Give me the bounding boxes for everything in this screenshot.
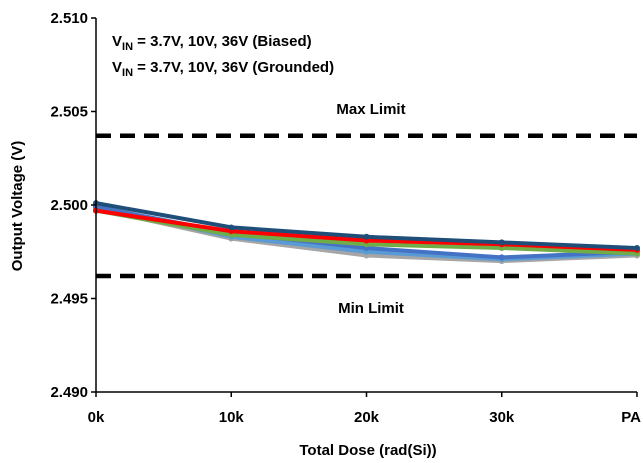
x-tick-label: 10k	[219, 409, 245, 426]
min-limit-label: Min Limit	[338, 300, 404, 317]
x-tick-label: 0k	[88, 409, 105, 426]
y-tick-label: 2.490	[50, 384, 88, 401]
y-tick-label: 2.500	[50, 197, 88, 214]
data-point	[634, 245, 640, 252]
y-tick-label: 2.505	[50, 104, 88, 121]
x-axis-title: Total Dose (rad(Si))	[299, 442, 436, 459]
axes: 2.490 2.495 2.500 2.505 2.510 0k 10k 20k 30k PA	[50, 10, 641, 426]
x-tick-label: 20k	[354, 409, 380, 426]
limit-lines	[96, 133, 637, 279]
y-axis-title: Output Voltage (V)	[9, 141, 26, 272]
data-point	[228, 224, 235, 231]
data-point	[363, 233, 370, 240]
x-tick-label: 30k	[489, 409, 515, 426]
x-tick-label: PA	[621, 409, 641, 426]
data-point	[498, 254, 505, 261]
legend-entry-grounded: VIN = 3.7V, 10V, 36V (Grounded)	[112, 59, 334, 79]
legend-entry-biased: VIN = 3.7V, 10V, 36V (Biased)	[112, 33, 312, 53]
plot-area	[96, 18, 637, 392]
plot-background	[96, 18, 637, 392]
y-tick-label: 2.495	[50, 291, 88, 308]
data-point	[498, 239, 505, 246]
series-lines	[93, 200, 640, 265]
max-limit-label: Max Limit	[336, 101, 405, 118]
y-tick-label: 2.510	[50, 10, 88, 27]
